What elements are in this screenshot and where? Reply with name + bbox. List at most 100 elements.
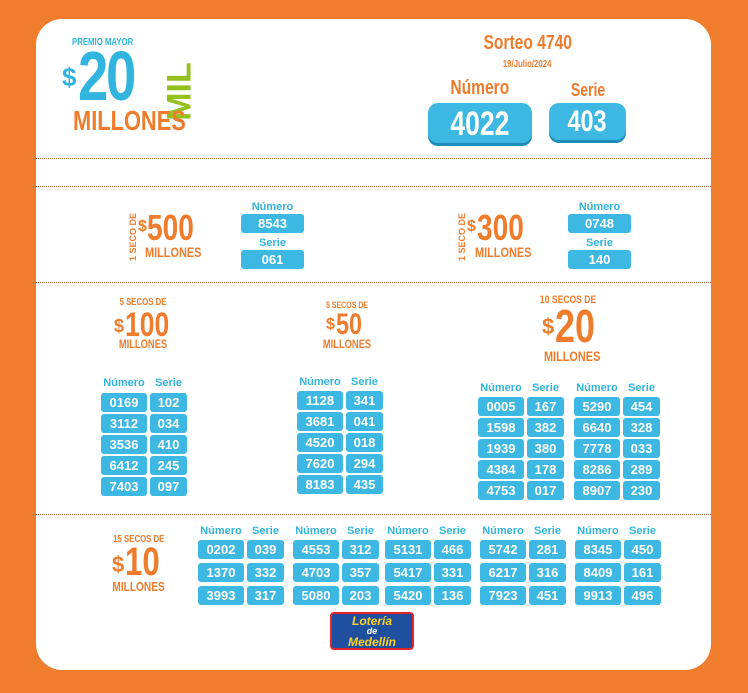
secos-100-serie-cell: 410 bbox=[150, 435, 187, 454]
secos-50-numero-cell: 7620 bbox=[297, 454, 343, 473]
seco-500-unit: MILLONES bbox=[145, 244, 202, 260]
secos-20-numero-cell: 5290 bbox=[574, 397, 620, 416]
secos-100-numero-cell: 3536 bbox=[101, 435, 147, 454]
secos-10-numero-cell: 8345 bbox=[575, 540, 621, 559]
secos-100-numero-header: Número bbox=[103, 377, 145, 389]
secos-50-prefix: 5 SECOS DE bbox=[325, 300, 369, 310]
sorteo-title: Sorteo 4740 bbox=[483, 32, 572, 54]
secos-10-serie-cell: 496 bbox=[624, 586, 661, 605]
secos-20-symbol: $ bbox=[542, 314, 555, 339]
secos-20-serie-cell: 382 bbox=[527, 418, 564, 437]
secos-20-serie-cell: 380 bbox=[527, 439, 564, 458]
secos-20-serie-cell: 454 bbox=[623, 397, 660, 416]
logo-line-3: Medellín bbox=[347, 635, 396, 649]
secos-100-serie-cell: 245 bbox=[150, 456, 187, 475]
secos-50-amount: 50 bbox=[336, 308, 363, 341]
secos-10-serie-cell: 331 bbox=[434, 563, 471, 582]
loteria-medellin-logo: Lotería de Medellín bbox=[330, 612, 414, 650]
secos-10-numero-cell: 4703 bbox=[293, 563, 339, 582]
secos-10-numero-cell: 5080 bbox=[293, 586, 339, 605]
seco-500-amount: 500 bbox=[147, 207, 194, 248]
secos-10-serie-header: Serie bbox=[347, 525, 374, 537]
secos-10-serie-cell: 450 bbox=[624, 540, 661, 559]
secos-20-serie-cell: 230 bbox=[623, 481, 660, 500]
secos-20-amount: 20 bbox=[555, 300, 595, 352]
divider-4 bbox=[36, 514, 711, 515]
seco-300-symbol: $ bbox=[467, 218, 476, 235]
seco-500-numero-label: Número bbox=[251, 201, 294, 213]
secos-20-numero-cell: 6640 bbox=[574, 418, 620, 437]
secos-50-serie-cell: 018 bbox=[346, 433, 383, 452]
secos-100-unit: MILLONES bbox=[118, 337, 168, 351]
secos-20-unit: MILLONES bbox=[543, 348, 601, 364]
secos-10-serie-header: Serie bbox=[629, 525, 656, 537]
secos-100-numero-cell: 3112 bbox=[101, 414, 147, 433]
secos-10-serie-cell: 332 bbox=[247, 563, 284, 582]
logo-line-2: de bbox=[366, 626, 378, 636]
premio-mayor-label: PREMIO MAYOR bbox=[72, 37, 134, 48]
seco-300-unit: MILLONES bbox=[475, 244, 532, 260]
secos-10-numero-cell: 6217 bbox=[480, 563, 526, 582]
secos-50-numero-cell: 8183 bbox=[297, 475, 343, 494]
seco-300-numero: 0748 bbox=[568, 214, 631, 233]
secos-50-numero-cell: 4520 bbox=[297, 433, 343, 452]
secos-50-serie-cell: 341 bbox=[346, 391, 383, 410]
seco-500-symbol: $ bbox=[138, 218, 147, 235]
secos-10-serie-cell: 317 bbox=[247, 586, 284, 605]
secos-20-numero-cell: 0005 bbox=[478, 397, 524, 416]
seco-500-serie-label: Serie bbox=[259, 237, 286, 249]
secos-10-numero-cell: 5742 bbox=[480, 540, 526, 559]
secos-10-numero-cell: 5420 bbox=[385, 586, 431, 605]
numero-label: Número bbox=[450, 77, 510, 99]
secos-10-serie-cell: 203 bbox=[342, 586, 379, 605]
secos-50-unit: MILLONES bbox=[322, 337, 372, 351]
logo-line-1: Lotería bbox=[351, 614, 392, 628]
premio-mayor-serie: 403 bbox=[549, 103, 626, 140]
secos-100-prefix: 5 SECOS DE bbox=[119, 297, 167, 308]
secos-10-numero-header: Número bbox=[482, 525, 524, 537]
secos-100-serie-header: Serie bbox=[155, 377, 182, 389]
secos-10-numero-cell: 3993 bbox=[198, 586, 244, 605]
secos-20-numero-cell: 4753 bbox=[478, 481, 524, 500]
secos-100-serie-cell: 097 bbox=[150, 477, 187, 496]
divider-3 bbox=[36, 282, 711, 283]
secos-50-numero-header: Número bbox=[299, 376, 341, 388]
secos-20-prefix: 10 SECOS DE bbox=[539, 294, 597, 306]
secos-10-amount: 10 bbox=[125, 540, 160, 584]
seco-500-prefix: 1 SECO DE bbox=[128, 213, 138, 262]
secos-10-serie-header: Serie bbox=[534, 525, 561, 537]
secos-20-serie-cell: 033 bbox=[623, 439, 660, 458]
secos-100-serie-cell: 102 bbox=[150, 393, 187, 412]
secos-20-numero-cell: 7778 bbox=[574, 439, 620, 458]
secos-100-symbol: $ bbox=[114, 316, 125, 336]
secos-50-numero-cell: 1128 bbox=[297, 391, 343, 410]
secos-10-serie-cell: 357 bbox=[342, 563, 379, 582]
secos-10-prefix: 15 SECOS DE bbox=[113, 534, 165, 545]
secos-50-serie-cell: 041 bbox=[346, 412, 383, 431]
secos-10-numero-cell: 7923 bbox=[480, 586, 526, 605]
secos-10-numero-header: Número bbox=[295, 525, 337, 537]
secos-20-numero-cell: 8286 bbox=[574, 460, 620, 479]
secos-10-numero-cell: 1370 bbox=[198, 563, 244, 582]
secos-20-serie-header: Serie bbox=[628, 382, 655, 394]
secos-50-serie-cell: 294 bbox=[346, 454, 383, 473]
secos-10-serie-cell: 316 bbox=[529, 563, 566, 582]
secos-10-numero-cell: 0202 bbox=[198, 540, 244, 559]
secos-20-numero-header: Número bbox=[480, 382, 522, 394]
secos-10-serie-cell: 451 bbox=[529, 586, 566, 605]
divider-2 bbox=[36, 186, 711, 187]
secos-20-serie-cell: 178 bbox=[527, 460, 564, 479]
secos-20-numero-cell: 8907 bbox=[574, 481, 620, 500]
divider-1 bbox=[36, 158, 711, 159]
secos-10-serie-cell: 136 bbox=[434, 586, 471, 605]
secos-10-numero-cell: 9913 bbox=[575, 586, 621, 605]
secos-20-serie-header: Serie bbox=[532, 382, 559, 394]
secos-10-numero-cell: 4553 bbox=[293, 540, 339, 559]
secos-10-numero-header: Número bbox=[577, 525, 619, 537]
secos-20-serie-cell: 167 bbox=[527, 397, 564, 416]
secos-10-numero-cell: 8409 bbox=[575, 563, 621, 582]
secos-10-numero-header: Número bbox=[387, 525, 429, 537]
secos-50-numero-cell: 3681 bbox=[297, 412, 343, 431]
secos-20-numero-cell: 1598 bbox=[478, 418, 524, 437]
seco-300-prefix: 1 SECO DE bbox=[457, 213, 467, 262]
